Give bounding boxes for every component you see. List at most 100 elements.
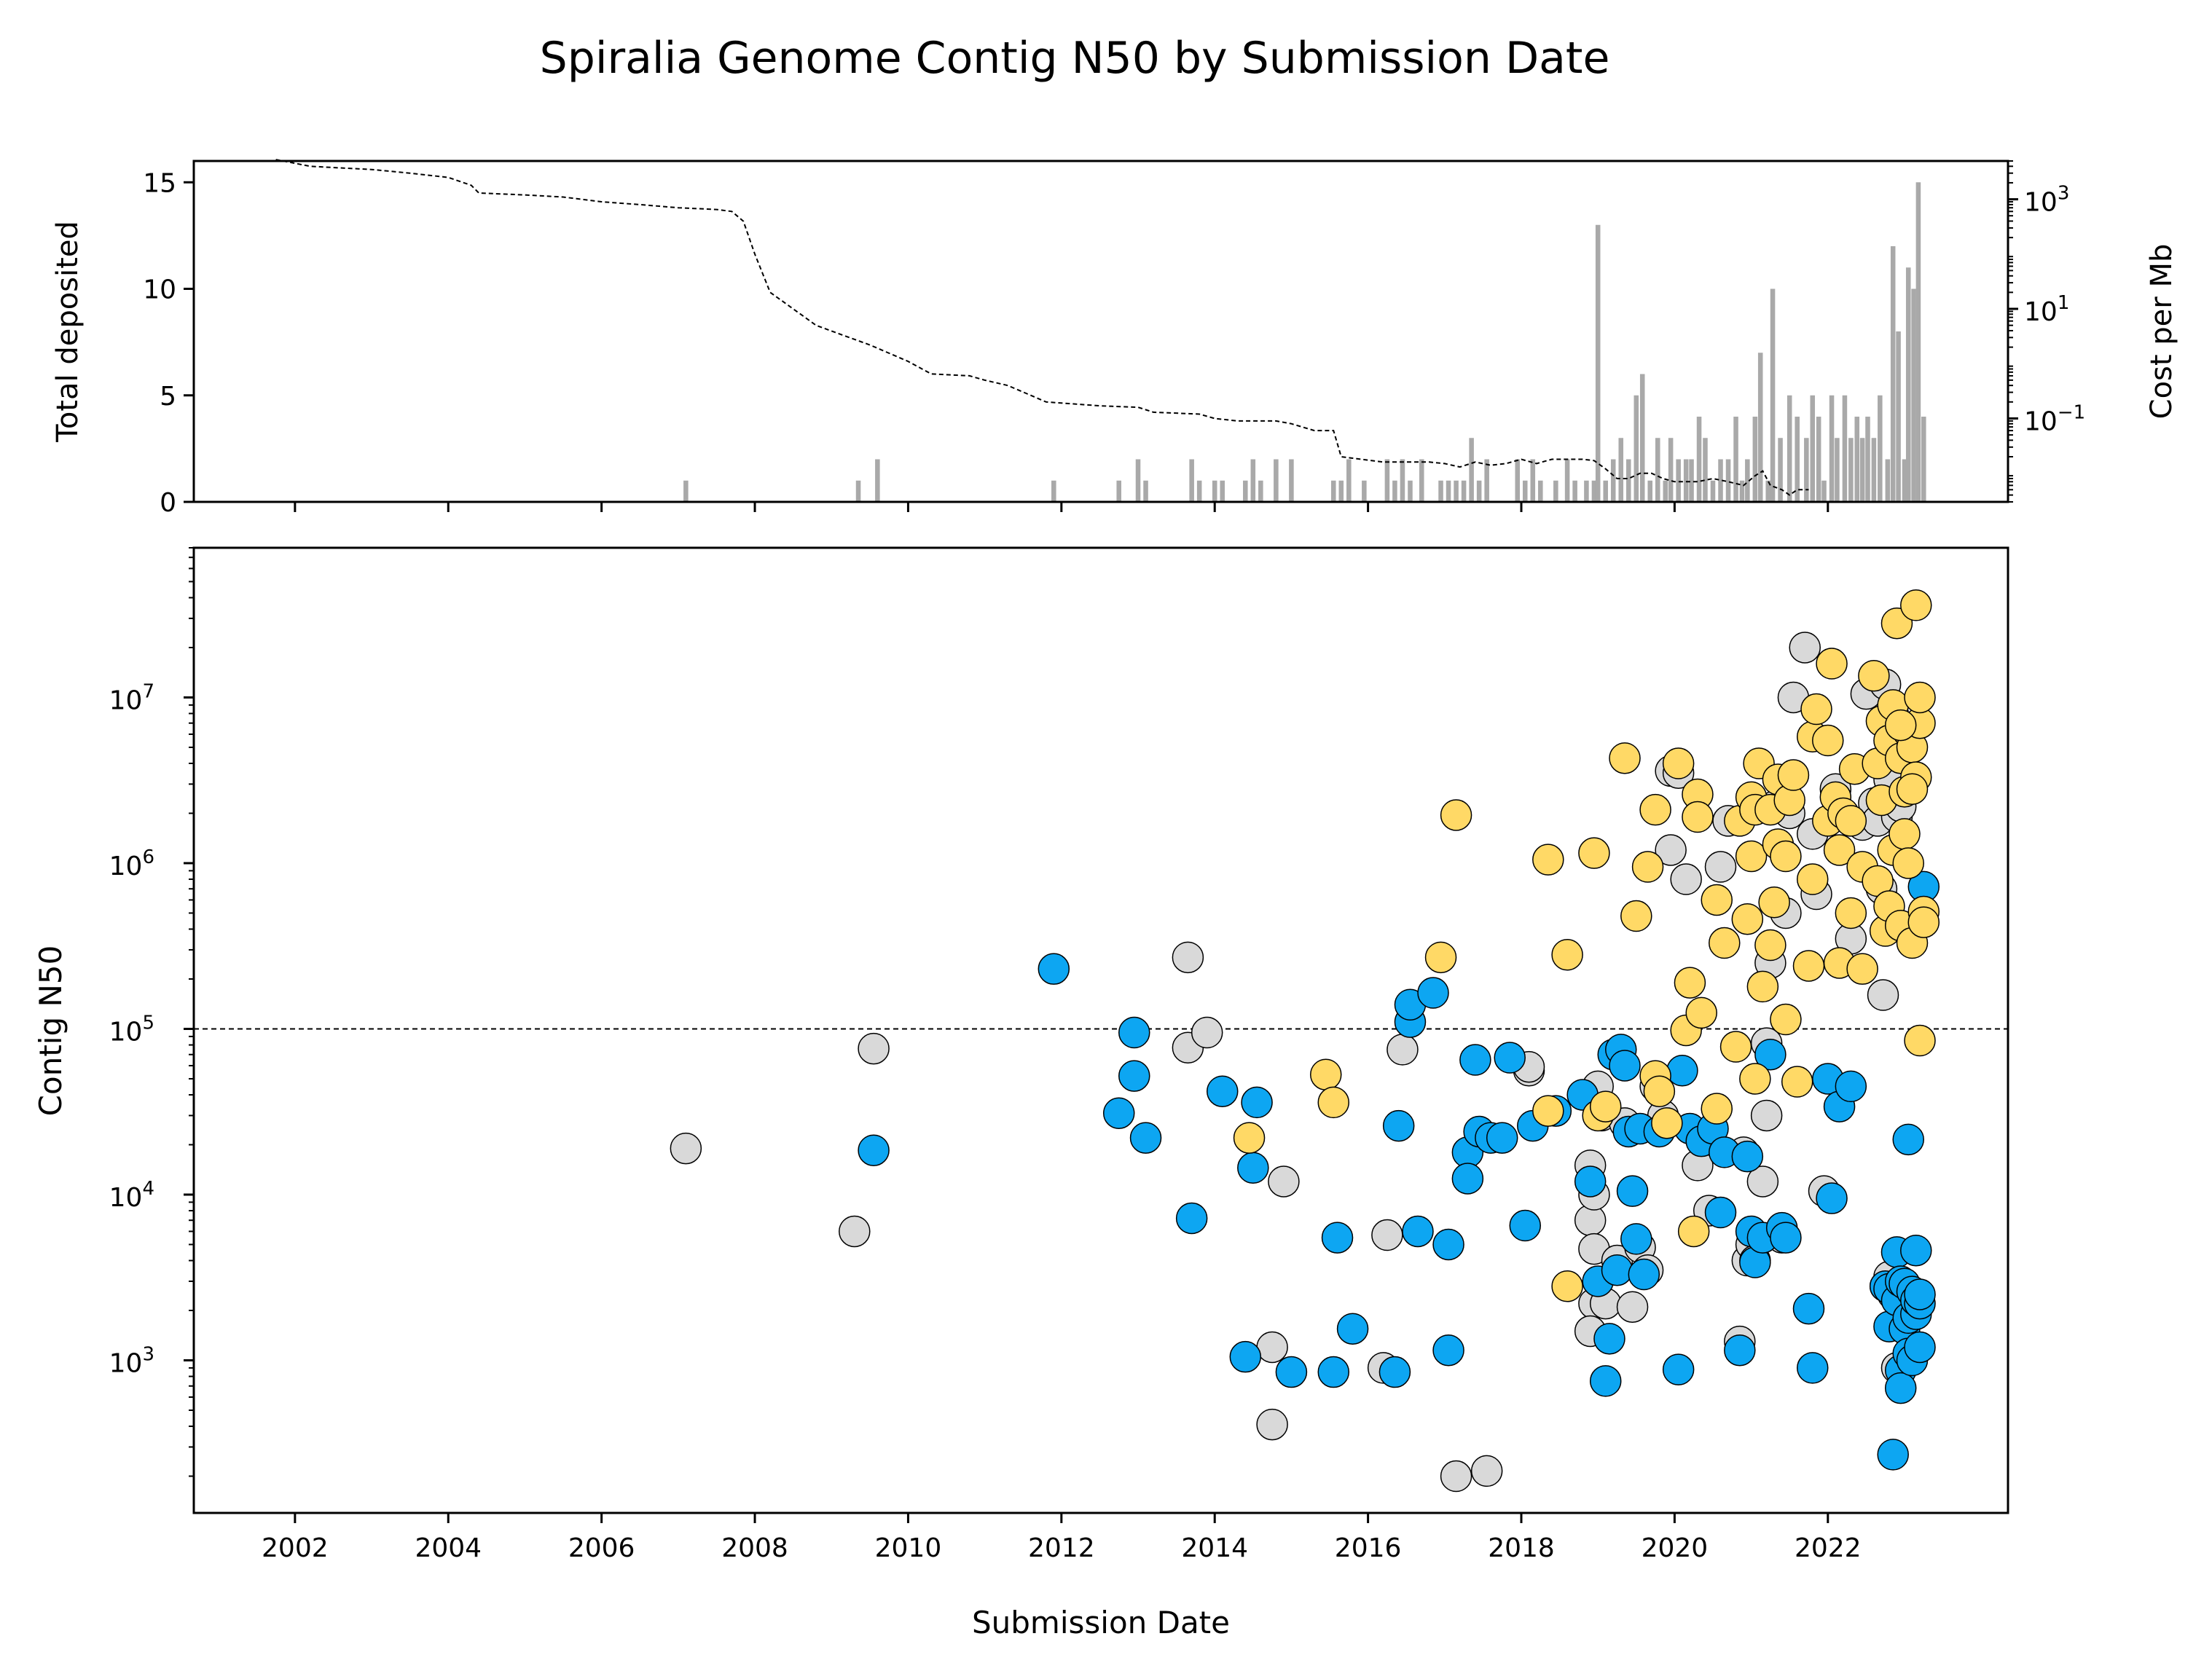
main-x-tick-label: 2020	[1642, 1533, 1709, 1563]
deposit-bar	[1911, 288, 1916, 502]
scatter-point	[1770, 1003, 1802, 1036]
main-x-tick-label: 2010	[875, 1533, 942, 1563]
chart-title: Spiralia Genome Contig N50 by Submission…	[540, 33, 1610, 84]
scatter-point	[1601, 1254, 1633, 1286]
scatter-points	[670, 589, 1940, 1493]
deposit-bar	[1733, 417, 1738, 502]
deposit-bar	[1829, 395, 1835, 502]
top-left-y-ticks: 0 5 10 15	[143, 168, 194, 518]
scatter-point	[1904, 1278, 1936, 1310]
top-panel-frame	[192, 160, 2009, 503]
deposit-bar	[1212, 480, 1217, 502]
deposit-bar	[1816, 417, 1821, 502]
deposit-bar	[1765, 480, 1771, 502]
scatter-point	[1884, 709, 1917, 742]
scatter-point	[1739, 1063, 1771, 1095]
scatter-point	[1118, 1016, 1150, 1049]
deposit-bar	[1220, 480, 1225, 502]
deposit-bar	[1902, 459, 1907, 502]
scatter-point	[1440, 799, 1472, 831]
scatter-point	[1470, 1455, 1503, 1487]
deposit-bar	[1595, 224, 1601, 502]
deposit-bar	[1522, 480, 1528, 502]
scatter-point	[1770, 840, 1802, 873]
deposit-bar	[1515, 459, 1521, 502]
scatter-point	[1241, 1086, 1273, 1119]
scatter-point	[1336, 1313, 1369, 1345]
main-y-tick-label: 105	[109, 1012, 154, 1047]
scatter-point	[1206, 1075, 1239, 1107]
scatter-point	[1835, 1070, 1867, 1103]
deposit-bar	[1689, 459, 1694, 502]
scatter-point	[1792, 1292, 1825, 1325]
scatter-point	[1371, 1219, 1403, 1251]
scatter-point	[1796, 1352, 1829, 1384]
main-y-ticks: 103 104 105 106 107	[109, 547, 194, 1477]
scatter-point	[1432, 1334, 1464, 1367]
scatter-point	[1904, 1331, 1936, 1364]
scatter-point	[1378, 1356, 1411, 1388]
scatter-point	[858, 1134, 890, 1166]
scatter-point	[1609, 1050, 1641, 1082]
scatter-point	[1750, 1099, 1783, 1132]
deposit-bar	[1896, 331, 1901, 502]
scatter-point	[1904, 1024, 1936, 1057]
deposit-bar	[1461, 480, 1467, 502]
scatter-point	[1835, 805, 1867, 837]
deposit-bar	[1553, 480, 1558, 502]
scatter-point	[1532, 844, 1564, 876]
scatter-point	[1172, 941, 1204, 974]
deposit-bar	[1915, 182, 1921, 502]
scatter-point	[1858, 660, 1890, 692]
scatter-point	[1823, 834, 1856, 866]
scatter-point	[1175, 1202, 1208, 1235]
scatter-point	[1777, 759, 1810, 791]
scatter-point	[1816, 1182, 1848, 1214]
scatter-point	[1892, 1123, 1924, 1156]
scatter-point	[1701, 1093, 1733, 1125]
scatter-point	[1662, 747, 1695, 779]
deposit-bar	[1647, 480, 1653, 502]
scatter-point	[1509, 1209, 1542, 1242]
deposit-bar	[1696, 417, 1702, 502]
deposit-bar	[1787, 395, 1792, 502]
scatter-point	[1735, 840, 1768, 873]
deposit-bar	[875, 459, 880, 502]
scatter-point	[1129, 1122, 1162, 1154]
deposit-bar	[1885, 459, 1891, 502]
deposit-bar	[1196, 480, 1202, 502]
deposit-bar	[1745, 459, 1750, 502]
deposit-bar	[1835, 438, 1840, 502]
deposit-bar	[1668, 438, 1674, 502]
scatter-point	[670, 1132, 702, 1165]
deposit-bar	[1610, 459, 1616, 502]
deposit-bar	[1143, 480, 1148, 502]
deposit-bar	[1538, 480, 1543, 502]
scatter-point	[1275, 1356, 1308, 1388]
deposit-bar	[1591, 480, 1597, 502]
deposit-bar	[1890, 246, 1896, 502]
top-y-tick-label: 10	[143, 275, 176, 305]
scatter-point	[1191, 1016, 1223, 1049]
scatter-point	[1731, 1140, 1764, 1173]
deposit-bar	[1854, 417, 1860, 502]
deposit-bar	[683, 480, 689, 502]
deposit-bar	[1821, 480, 1827, 502]
scatter-point	[1754, 1038, 1787, 1071]
deposit-bar	[1905, 267, 1911, 502]
scatter-point	[1682, 801, 1714, 833]
deposit-bar	[1739, 480, 1745, 502]
top-right-tick-label: 103	[2024, 183, 2069, 218]
main-y-tick-label: 103	[109, 1344, 154, 1379]
main-x-tick-label: 2022	[1795, 1533, 1862, 1563]
scatter-point	[1233, 1122, 1266, 1154]
deposit-bar	[1871, 438, 1877, 502]
scatter-point	[1800, 693, 1832, 726]
top-panel: 0 5 10 15 103 101 10−1 Total deposited Cost p…	[51, 159, 2178, 518]
scatter-point	[1631, 851, 1664, 883]
scatter-point	[1628, 1258, 1660, 1291]
deposit-bar	[1626, 459, 1631, 502]
main-x-ticks: 2002 2004 2006 2008 2010 2012 2014 2016 2018 2020…	[262, 1513, 1862, 1563]
scatter-point	[1387, 1034, 1419, 1066]
scatter-point	[1593, 1323, 1625, 1355]
